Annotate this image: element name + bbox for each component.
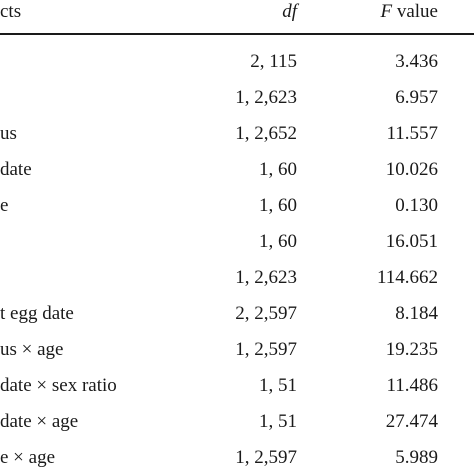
row-f-value: 5.989 [395, 447, 438, 468]
row-df: 1, 2,623 [235, 87, 297, 108]
header-df: df [282, 1, 297, 22]
row-effect: us [0, 123, 17, 144]
row-df: 1, 51 [259, 375, 297, 396]
row-f-value: 8.184 [395, 303, 438, 324]
row-f-value: 0.130 [395, 195, 438, 216]
row-df: 1, 60 [259, 231, 297, 252]
row-effect: date × sex ratio [0, 375, 117, 396]
table-row: 1, 60 16.051 [0, 231, 474, 253]
table-row: 1, 2,623 114.662 [0, 267, 474, 289]
row-f-value: 19.235 [385, 339, 438, 360]
header-value-word: value [392, 1, 438, 22]
row-df: 1, 60 [259, 159, 297, 180]
row-f-value: 10.026 [385, 159, 438, 180]
table-row: us 1, 2,652 11.557 [0, 123, 474, 145]
row-df: 2, 2,597 [235, 303, 297, 324]
row-df: 1, 2,597 [235, 339, 297, 360]
header-effects: cts [0, 1, 22, 22]
table-row: e × age 1, 2,597 5.989 [0, 447, 474, 469]
row-df: 1, 51 [259, 411, 297, 432]
row-effect: date × age [0, 411, 79, 432]
row-f-value: 11.486 [386, 375, 438, 396]
table-row: 1, 2,623 6.957 [0, 87, 474, 109]
header-f-letter: F [380, 1, 393, 22]
table-row: date 1, 60 10.026 [0, 159, 474, 181]
header-f-value: F value [380, 1, 438, 23]
row-effect: us × age [0, 339, 64, 360]
table-header: cts df F value [0, 0, 474, 30]
row-df: 1, 2,623 [235, 267, 297, 288]
table-row: date × sex ratio 1, 51 11.486 [0, 375, 474, 397]
row-df: 1, 2,597 [235, 447, 297, 468]
table-row: us × age 1, 2,597 19.235 [0, 339, 474, 361]
row-f-value: 11.557 [386, 123, 438, 144]
row-df: 1, 2,652 [235, 123, 297, 144]
row-effect: t egg date [0, 303, 74, 324]
row-f-value: 3.436 [395, 51, 438, 72]
row-df: 2, 115 [250, 51, 297, 72]
row-effect: e [0, 195, 9, 216]
row-df: 1, 60 [259, 195, 297, 216]
table-row: t egg date 2, 2,597 8.184 [0, 303, 474, 325]
row-f-value: 27.474 [385, 411, 438, 432]
table-row: date × age 1, 51 27.474 [0, 411, 474, 433]
header-rule [0, 33, 474, 35]
row-f-value: 16.051 [385, 231, 438, 252]
table-row: 2, 115 3.436 [0, 51, 474, 73]
row-effect: date [0, 159, 32, 180]
row-f-value: 6.957 [395, 87, 438, 108]
table-row: e 1, 60 0.130 [0, 195, 474, 217]
row-f-value: 114.662 [376, 267, 438, 288]
row-effect: e × age [0, 447, 56, 468]
